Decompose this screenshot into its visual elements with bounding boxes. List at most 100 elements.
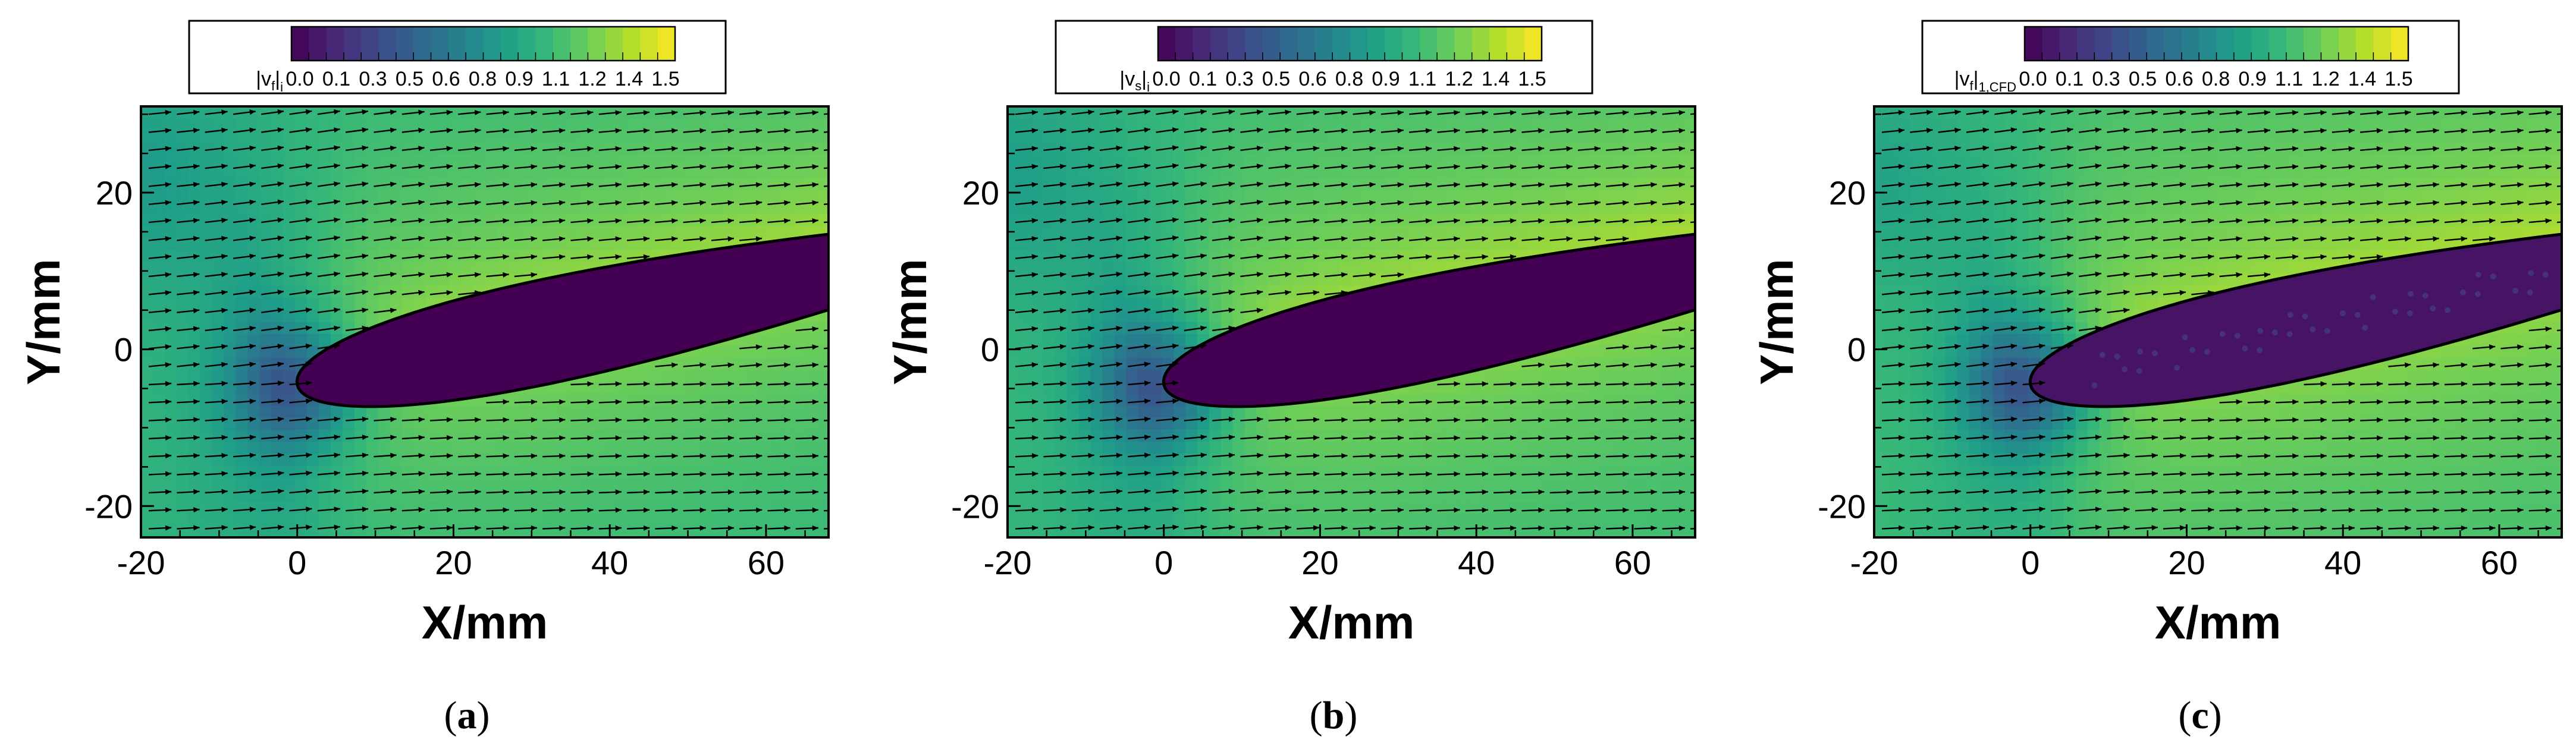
heatmap-cell [1256, 178, 1269, 191]
heatmap-cell [319, 262, 331, 275]
heatmap-cell [1517, 142, 1530, 155]
heatmap-cell [271, 226, 284, 239]
heatmap-cell [1232, 238, 1245, 251]
heatmap-cell [1031, 202, 1044, 215]
heatmap-cell [1256, 465, 1269, 479]
heatmap-cell [1220, 130, 1234, 143]
arrow-head [727, 128, 734, 134]
heatmap-cell [710, 166, 723, 179]
heatmap-cell [651, 465, 663, 479]
arrow-head [221, 435, 228, 440]
heatmap-cell [1351, 202, 1364, 215]
arrow-head [756, 489, 763, 495]
heatmap-cell [1126, 501, 1138, 514]
colorbar-segment [518, 27, 536, 61]
arrow-head [503, 254, 509, 260]
heatmap-cell [259, 226, 272, 239]
arrow-head [756, 417, 763, 423]
heatmap-cell [378, 465, 391, 479]
heatmap-cell [603, 166, 616, 179]
heatmap-cell [176, 226, 189, 239]
heatmap-cell [1505, 154, 1518, 167]
heatmap-cell [1339, 130, 1352, 143]
arrow-head [305, 253, 312, 259]
arrow-head [418, 417, 425, 423]
heatmap-cell [508, 429, 521, 442]
arrow-head [221, 109, 228, 115]
heatmap-cell [1328, 525, 1340, 537]
heatmap-cell [1446, 429, 1459, 442]
heatmap-cell [1055, 226, 1068, 239]
heatmap-cell [354, 298, 367, 311]
arrow-head [559, 507, 566, 513]
heatmap-cell [1588, 370, 1601, 382]
heatmap-cell [520, 489, 533, 502]
arrow-head [727, 200, 734, 206]
heatmap-cell [164, 202, 177, 215]
heatmap-cell [152, 465, 165, 479]
heatmap-cell [1386, 405, 1400, 419]
arrow-head [249, 435, 256, 440]
heatmap-cell [1185, 178, 1198, 191]
heatmap-cell [663, 465, 675, 479]
heatmap-cell [721, 118, 735, 131]
heatmap-cell [283, 298, 296, 311]
heatmap-cell [224, 106, 237, 119]
heatmap-cell [236, 357, 249, 370]
heatmap-cell [1174, 310, 1186, 323]
heatmap-cell [164, 441, 177, 454]
heatmap-cell [1043, 130, 1056, 143]
colorbar-label-main: |v [256, 68, 271, 90]
arrow-head [727, 453, 734, 459]
heatmap-cell [1162, 166, 1174, 179]
heatmap-cell [698, 202, 711, 215]
heatmap-cell [1019, 154, 1032, 167]
arrow-head [277, 127, 284, 133]
heatmap-cell [1434, 489, 1447, 502]
heatmap-cell [544, 501, 557, 514]
heatmap-cell [1232, 142, 1245, 155]
heatmap-cell [1505, 441, 1518, 454]
heatmap-cell [639, 226, 651, 239]
heatmap-cell [1505, 202, 1518, 215]
heatmap-cell [366, 202, 379, 215]
heatmap-cell [769, 178, 782, 191]
arrow-head [390, 127, 397, 133]
heatmap-cell [401, 525, 415, 537]
heatmap-cell [461, 214, 473, 227]
heatmap-cell [508, 118, 521, 131]
colorbar-segment [570, 27, 588, 61]
heatmap-cell [496, 501, 509, 514]
heatmap-cell [721, 202, 735, 215]
heatmap-cell [686, 214, 699, 227]
arrow-head [615, 399, 622, 405]
heatmap-cell [1434, 394, 1447, 407]
heatmap-cell [1375, 130, 1388, 143]
heatmap-cell [710, 525, 723, 537]
heatmap-cell [1351, 166, 1364, 179]
heatmap-cell [1529, 357, 1542, 370]
heatmap-cell [1292, 465, 1304, 479]
heatmap-cell [805, 465, 817, 479]
heatmap-cell [271, 513, 284, 526]
heatmap-cell [413, 417, 426, 430]
heatmap-cell [1386, 154, 1400, 167]
heatmap-cell [1031, 130, 1044, 143]
arrow-head [643, 218, 650, 224]
heatmap-cell [639, 118, 651, 131]
heatmap-cell [781, 429, 793, 442]
arrow-head [334, 181, 340, 187]
heatmap-cell [1363, 238, 1376, 251]
heatmap-cell [307, 250, 319, 263]
heatmap-cell [532, 178, 545, 191]
heatmap-cell [1114, 394, 1127, 407]
heatmap-cell [663, 214, 675, 227]
heatmap-cell [710, 118, 723, 131]
heatmap-cell [663, 226, 675, 239]
heatmap-cell [1078, 298, 1091, 311]
heatmap-cell [1280, 477, 1293, 490]
heatmap-cell [1458, 226, 1471, 239]
heatmap-cell [164, 154, 177, 167]
heatmap-cell [1280, 130, 1293, 143]
heatmap-cell [781, 154, 793, 167]
